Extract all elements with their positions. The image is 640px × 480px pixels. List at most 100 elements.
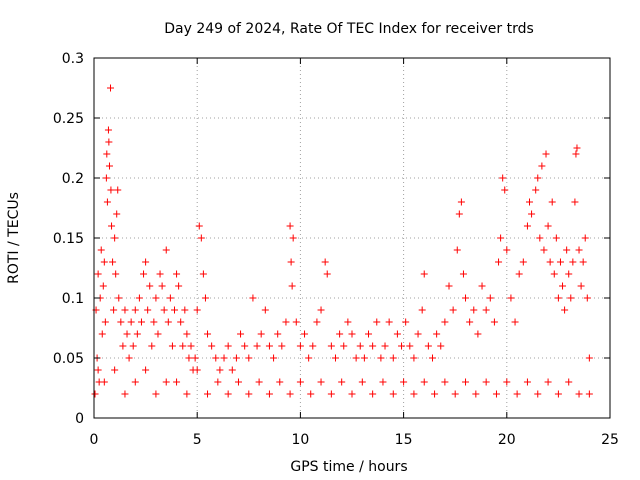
data-point (515, 270, 523, 278)
data-point (181, 306, 189, 314)
data-point (519, 258, 527, 266)
data-point (542, 150, 550, 158)
data-point (144, 306, 152, 314)
y-tick-label: 0.05 (53, 351, 84, 367)
data-point (317, 306, 325, 314)
data-point (193, 366, 201, 374)
data-point (111, 366, 119, 374)
data-point (286, 390, 294, 398)
data-point (173, 378, 181, 386)
data-point (249, 294, 257, 302)
data-point (400, 378, 408, 386)
data-point (340, 342, 348, 350)
data-point (567, 294, 575, 302)
data-point (214, 378, 222, 386)
data-point (110, 306, 118, 314)
data-point (100, 258, 108, 266)
data-point (482, 378, 490, 386)
data-point (323, 270, 331, 278)
data-point (170, 306, 178, 314)
data-point (528, 210, 536, 218)
data-point (224, 390, 232, 398)
data-point (232, 354, 240, 362)
data-point (571, 198, 579, 206)
data-point (129, 342, 137, 350)
data-point (121, 390, 129, 398)
data-point (216, 366, 224, 374)
data-point (162, 246, 170, 254)
data-point (575, 246, 583, 254)
y-tick-label: 0.2 (62, 171, 84, 187)
data-point (431, 390, 439, 398)
data-point (150, 318, 158, 326)
data-point (478, 282, 486, 290)
data-point (398, 342, 406, 350)
x-tick-label: 5 (193, 432, 202, 448)
data-point (265, 390, 273, 398)
data-point (91, 390, 99, 398)
data-point (309, 342, 317, 350)
data-point (121, 306, 129, 314)
data-point (208, 342, 216, 350)
y-tick-label: 0.15 (53, 231, 84, 247)
data-point (552, 234, 560, 242)
data-point (113, 210, 121, 218)
data-point (526, 198, 534, 206)
data-point (534, 174, 542, 182)
data-point (103, 198, 111, 206)
data-point (255, 378, 263, 386)
data-point (523, 222, 531, 230)
data-point (406, 342, 414, 350)
data-point (379, 378, 387, 386)
data-point (336, 330, 344, 338)
data-point (410, 390, 418, 398)
data-point (193, 306, 201, 314)
data-point (513, 390, 521, 398)
data-point (569, 258, 577, 266)
data-point (289, 234, 297, 242)
data-point (511, 318, 519, 326)
data-point (102, 174, 110, 182)
data-point (115, 294, 123, 302)
data-point (99, 282, 107, 290)
data-point (107, 84, 115, 92)
data-point (146, 282, 154, 290)
data-point (499, 174, 507, 182)
data-point (338, 378, 346, 386)
data-point (424, 342, 432, 350)
data-point (98, 330, 106, 338)
data-point (104, 126, 112, 134)
data-point (131, 306, 139, 314)
data-point (451, 390, 459, 398)
data-point (418, 306, 426, 314)
data-point (393, 330, 401, 338)
data-point (365, 330, 373, 338)
data-point (490, 318, 498, 326)
grid-lines (94, 58, 610, 418)
data-point (135, 294, 143, 302)
data-point (369, 390, 377, 398)
data-point (550, 270, 558, 278)
data-point (561, 306, 569, 314)
data-point (445, 282, 453, 290)
data-point (482, 306, 490, 314)
data-point (204, 390, 212, 398)
data-point (381, 342, 389, 350)
data-point (546, 258, 554, 266)
data-point (579, 258, 587, 266)
data-point (585, 354, 593, 362)
data-point (296, 378, 304, 386)
data-point (462, 378, 470, 386)
data-point (420, 378, 428, 386)
data-point (108, 222, 116, 230)
data-point (548, 198, 556, 206)
data-point (228, 366, 236, 374)
data-point (152, 390, 160, 398)
data-point (307, 390, 315, 398)
data-point (301, 330, 309, 338)
data-point (457, 198, 465, 206)
x-axis-title: GPS time / hours (290, 459, 407, 475)
data-point (331, 354, 339, 362)
data-point (433, 330, 441, 338)
data-point (472, 390, 480, 398)
